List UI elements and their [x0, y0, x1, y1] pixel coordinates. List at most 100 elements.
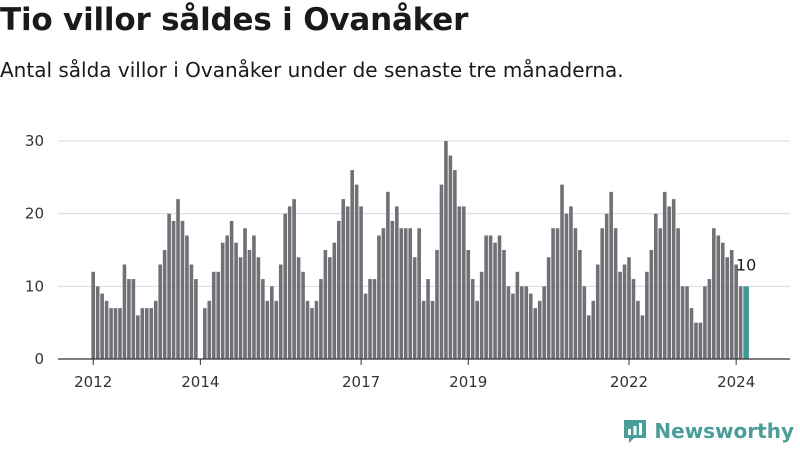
bar	[430, 300, 435, 359]
bar	[140, 308, 145, 359]
bar	[453, 170, 457, 359]
bar	[569, 206, 573, 359]
bar	[377, 235, 381, 359]
y-tick-label: 10	[25, 277, 44, 295]
bar	[738, 286, 743, 359]
bar	[698, 322, 703, 359]
bar	[578, 250, 582, 359]
bar-highlight	[743, 286, 749, 359]
bar	[649, 250, 654, 359]
bar	[390, 220, 395, 359]
bar	[444, 141, 448, 359]
bar	[560, 184, 564, 359]
bar	[671, 199, 676, 359]
bar	[488, 235, 493, 359]
bar	[265, 300, 270, 359]
bar	[243, 228, 247, 359]
bar	[542, 286, 546, 359]
bar	[403, 228, 408, 359]
bar	[310, 308, 314, 359]
bar	[131, 279, 136, 359]
bar	[194, 279, 198, 359]
bar	[707, 279, 712, 359]
bar	[551, 228, 555, 359]
bar	[207, 300, 212, 359]
bar	[582, 286, 587, 359]
bar	[412, 257, 417, 359]
bar	[229, 220, 234, 359]
bar	[658, 228, 663, 359]
bar	[368, 279, 372, 359]
bar	[417, 228, 421, 359]
bar	[734, 264, 738, 359]
bar	[104, 300, 109, 359]
bar	[725, 257, 730, 359]
bar	[694, 322, 698, 359]
bar	[595, 264, 600, 359]
bar	[341, 199, 346, 359]
bar	[587, 315, 591, 359]
bar	[524, 286, 529, 359]
bar	[645, 271, 649, 359]
bar	[573, 228, 578, 359]
bar	[448, 155, 453, 359]
x-tick-label: 2019	[449, 373, 487, 391]
bar	[171, 220, 176, 359]
bar	[475, 300, 479, 359]
bar	[176, 199, 180, 359]
bar	[278, 264, 283, 359]
chart-title: Tio villor såldes i Ovanåker	[0, 2, 469, 38]
bar	[622, 264, 627, 359]
bar	[109, 308, 113, 359]
bar	[185, 235, 189, 359]
bar	[421, 300, 426, 359]
bar	[127, 279, 131, 359]
bar	[158, 264, 162, 359]
bar	[149, 308, 154, 359]
bar	[305, 300, 310, 359]
bar	[162, 250, 167, 359]
bar	[484, 235, 488, 359]
bar	[729, 250, 734, 359]
bar	[225, 235, 229, 359]
bar	[296, 257, 301, 359]
bar	[604, 213, 609, 359]
bar	[350, 170, 354, 359]
data-label-latest: 10	[736, 255, 756, 274]
bar	[274, 300, 279, 359]
bar	[270, 286, 274, 359]
bar	[118, 308, 122, 359]
bar	[122, 264, 127, 359]
bar	[136, 315, 140, 359]
bar	[372, 279, 377, 359]
bar	[354, 184, 359, 359]
bar	[618, 271, 622, 359]
bar	[689, 308, 694, 359]
x-tick-label: 2024	[717, 373, 755, 391]
bar	[167, 213, 171, 359]
bar	[712, 228, 716, 359]
bar	[631, 279, 636, 359]
bar	[292, 199, 296, 359]
bar	[493, 242, 497, 359]
bar	[591, 300, 596, 359]
y-tick-label: 0	[34, 350, 44, 368]
bar	[247, 250, 252, 359]
bar	[399, 228, 404, 359]
bar	[220, 242, 225, 359]
bar	[537, 300, 542, 359]
bar	[189, 264, 194, 359]
bar	[627, 257, 631, 359]
bar	[520, 286, 524, 359]
bar	[716, 235, 721, 359]
chart-subtitle: Antal sålda villor i Ovanåker under de s…	[0, 58, 624, 82]
bar	[323, 250, 328, 359]
bar	[426, 279, 430, 359]
bar	[216, 271, 221, 359]
bar	[640, 315, 645, 359]
bar	[506, 286, 511, 359]
bar	[180, 220, 185, 359]
newsworthy-logo-icon	[624, 420, 647, 443]
bar	[466, 250, 471, 359]
